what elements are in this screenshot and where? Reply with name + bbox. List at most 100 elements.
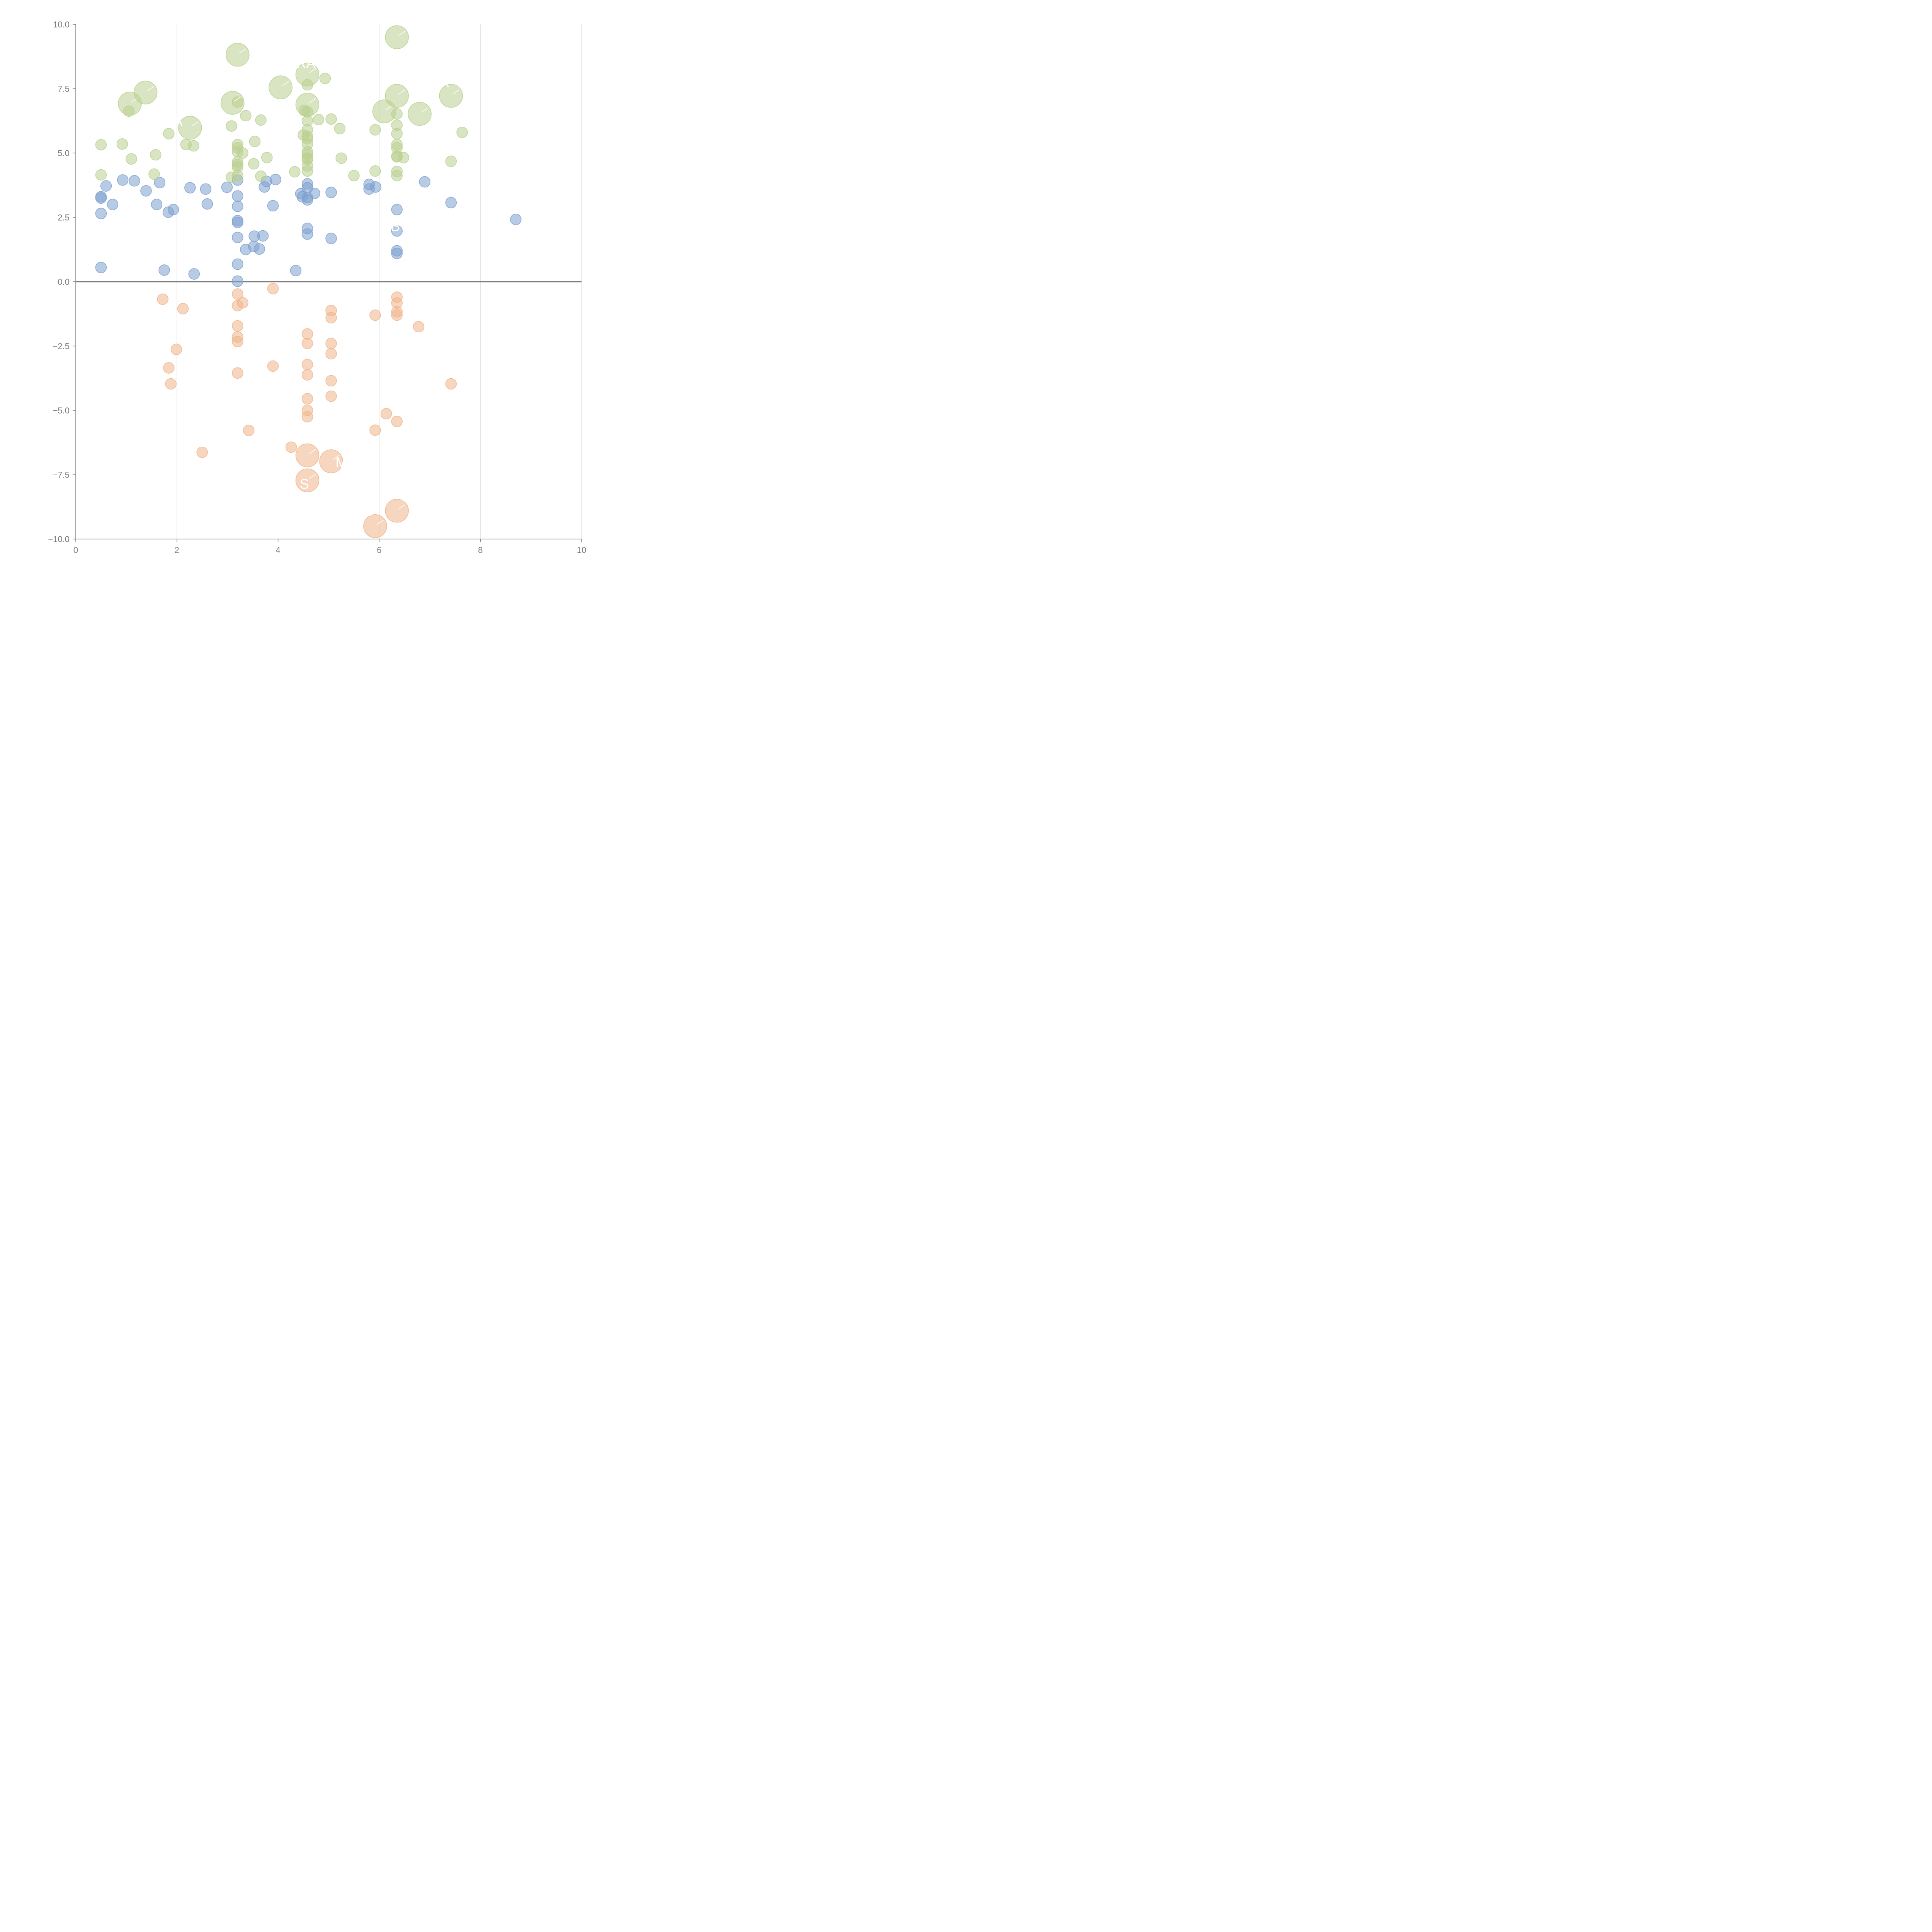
data-point bbox=[325, 187, 337, 198]
data-point bbox=[301, 165, 313, 177]
data-point bbox=[95, 169, 107, 181]
data-point bbox=[196, 446, 208, 458]
x-tick-label: 4 bbox=[276, 545, 280, 555]
bubble-point bbox=[221, 91, 245, 115]
data-point bbox=[370, 181, 381, 193]
data-point bbox=[445, 197, 457, 209]
leader-line bbox=[309, 68, 316, 73]
data-point bbox=[261, 152, 273, 163]
bubble-point bbox=[385, 498, 409, 523]
scatter-plot: RA A R B M S C R 0 2 4 6 8 10 −10.0 −7.5 −5.0 −2.5 0.0 2.5… bbox=[48, 20, 586, 555]
annotation-label: C bbox=[400, 489, 410, 505]
leader-line bbox=[282, 81, 289, 86]
data-point bbox=[301, 359, 313, 371]
data-point bbox=[325, 338, 337, 349]
data-point bbox=[95, 207, 107, 219]
data-point bbox=[325, 233, 337, 244]
data-point bbox=[167, 204, 179, 216]
data-point bbox=[158, 264, 170, 276]
y-tick-label: −2.5 bbox=[53, 342, 70, 351]
data-point bbox=[348, 170, 360, 182]
data-point bbox=[369, 309, 381, 321]
data-point bbox=[95, 139, 107, 151]
data-point bbox=[319, 73, 331, 84]
leader-line bbox=[398, 504, 406, 510]
data-point bbox=[301, 328, 313, 340]
data-point bbox=[301, 228, 313, 240]
data-point bbox=[334, 122, 346, 134]
annotation-layer: RA A R B M S C R bbox=[173, 55, 450, 519]
y-tick-label: −10.0 bbox=[48, 534, 70, 544]
annotation-label: S bbox=[300, 476, 309, 492]
series-green bbox=[95, 25, 468, 183]
data-point bbox=[188, 140, 199, 152]
annotation-label: A bbox=[173, 113, 182, 129]
data-point bbox=[391, 128, 403, 139]
data-point bbox=[369, 124, 381, 136]
data-point bbox=[154, 177, 166, 189]
data-point bbox=[510, 214, 522, 225]
data-point bbox=[301, 338, 313, 349]
data-point bbox=[301, 411, 313, 423]
data-point bbox=[232, 170, 243, 182]
data-point bbox=[117, 174, 129, 186]
data-point bbox=[313, 114, 325, 126]
bubble-point bbox=[295, 63, 320, 87]
bubble-point bbox=[385, 84, 409, 108]
data-point bbox=[163, 362, 175, 374]
y-tick-label: 0.0 bbox=[58, 277, 70, 287]
leader-line bbox=[239, 48, 247, 54]
leader-line bbox=[421, 107, 429, 113]
data-point bbox=[165, 378, 177, 390]
data-point bbox=[237, 297, 248, 309]
bubble-point bbox=[133, 80, 158, 105]
leader-line bbox=[147, 86, 155, 92]
data-point bbox=[289, 166, 301, 178]
bubble-point bbox=[226, 43, 250, 67]
data-point bbox=[95, 192, 107, 204]
data-point bbox=[200, 183, 212, 195]
data-point bbox=[255, 114, 267, 126]
leader-line bbox=[234, 96, 242, 102]
data-point bbox=[151, 199, 163, 210]
data-point bbox=[270, 173, 281, 185]
data-point bbox=[232, 258, 243, 270]
y-tick-label: 2.5 bbox=[58, 213, 70, 223]
data-point bbox=[391, 247, 403, 259]
data-point bbox=[369, 424, 381, 436]
data-point bbox=[232, 217, 243, 228]
data-point bbox=[285, 441, 297, 453]
data-point bbox=[150, 149, 162, 161]
data-point bbox=[255, 170, 267, 182]
bubble-point bbox=[269, 75, 293, 99]
data-point bbox=[290, 265, 302, 277]
data-point bbox=[232, 367, 243, 379]
data-point bbox=[129, 175, 140, 187]
leader-line bbox=[191, 121, 199, 127]
x-tick-label: 2 bbox=[175, 545, 179, 555]
annotation-label: R bbox=[440, 75, 450, 90]
data-point bbox=[325, 312, 337, 323]
series-blue bbox=[95, 173, 522, 287]
chart: RA A R B M S C R 0 2 4 6 8 10 −10.0 −7.5 −5.0 −2.5 0.0 2.5… bbox=[0, 0, 606, 606]
data-point bbox=[335, 152, 347, 164]
data-point bbox=[413, 321, 425, 333]
data-point bbox=[257, 230, 269, 242]
data-point bbox=[325, 348, 337, 360]
leader-line bbox=[309, 474, 316, 479]
y-tick-label: 7.5 bbox=[58, 84, 70, 94]
data-point bbox=[391, 309, 403, 321]
annotation-label: RA bbox=[296, 55, 316, 71]
data-point bbox=[419, 176, 430, 188]
data-point bbox=[140, 185, 152, 197]
y-tick-label: −7.5 bbox=[53, 470, 70, 480]
data-point bbox=[232, 288, 243, 300]
bubble-point bbox=[363, 514, 387, 538]
data-point bbox=[456, 126, 468, 138]
data-point bbox=[232, 275, 243, 287]
data-point bbox=[226, 120, 237, 132]
bubble-point bbox=[385, 25, 409, 49]
data-point bbox=[240, 110, 252, 122]
data-point bbox=[237, 147, 248, 159]
y-tick-label: 5.0 bbox=[58, 148, 70, 158]
